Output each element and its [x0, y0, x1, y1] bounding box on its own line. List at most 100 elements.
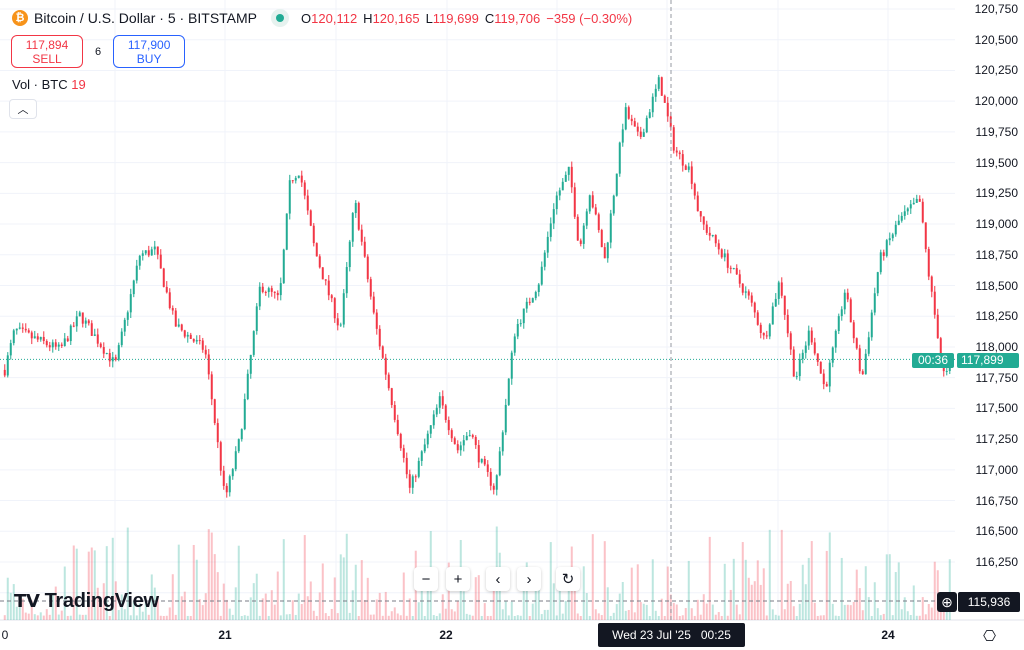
volume-bar [63, 566, 66, 620]
volume-bar [54, 586, 57, 620]
candle-body [78, 312, 81, 317]
candle-body [213, 399, 216, 424]
market-status-icon[interactable] [271, 9, 290, 27]
candle-body [828, 362, 831, 387]
volume-bar [168, 607, 171, 620]
open-value: O120,112 [301, 10, 358, 26]
candle-body [66, 338, 69, 342]
candle-body [183, 330, 186, 337]
volume-bar [579, 615, 582, 620]
volume-bar [51, 592, 54, 620]
volume-bar [210, 532, 213, 620]
symbol-title[interactable]: Bitcoin / U.S. Dollar · 5 · BITSTAMP [34, 10, 258, 26]
candle-body [567, 166, 570, 175]
candle-body [210, 374, 213, 400]
candle-body [216, 423, 219, 443]
candle-body [204, 349, 207, 355]
volume-bar [396, 613, 399, 620]
volume-bar [747, 577, 750, 620]
volume-bar [78, 614, 81, 620]
chevron-right-icon: › [526, 570, 532, 588]
settings-icon[interactable]: ⎔ [983, 628, 997, 645]
volume-bar [678, 615, 681, 620]
zoom-out-button[interactable]: − [414, 567, 438, 591]
candle-body [15, 328, 18, 331]
candle-body [342, 293, 345, 325]
tradingview-logo[interactable]: 𝗧𝗩 TradingView [14, 590, 159, 612]
scroll-left-button[interactable]: ‹ [486, 567, 510, 591]
volume-bar [69, 615, 72, 620]
price-tick: 116,250 [975, 555, 1019, 569]
volume-bar [714, 614, 717, 620]
volume-bar [813, 602, 816, 620]
volume-bar [240, 615, 243, 620]
price-tick: 117,750 [975, 370, 1019, 385]
candle-body [474, 437, 477, 446]
volume-bar [345, 533, 348, 620]
volume-bar [741, 542, 744, 620]
zoom-in-button[interactable]: + [446, 567, 470, 591]
candle-body [321, 267, 324, 280]
volume-bar [555, 615, 558, 620]
candle-body [429, 425, 432, 434]
volume-bar [426, 586, 429, 620]
candle-body [786, 314, 789, 334]
reset-chart-button[interactable]: ↻ [556, 567, 580, 591]
candle-body [456, 444, 459, 451]
add-alert-button[interactable]: ⊕ [937, 592, 957, 612]
candle-body [570, 166, 573, 188]
volume-bar [327, 615, 330, 620]
candle-body [546, 236, 549, 253]
time-tick: 22 [439, 628, 453, 642]
candle-body [504, 404, 507, 433]
price-tick: 117,500 [975, 401, 1019, 416]
volume-bar [102, 583, 105, 620]
volume-bar [825, 550, 828, 620]
volume-bar [216, 572, 219, 620]
volume-bar [363, 599, 366, 620]
candle-body [168, 292, 171, 309]
candle-body [261, 286, 264, 292]
candle-body [900, 215, 903, 221]
candle-body [354, 202, 357, 214]
volume-bar [177, 544, 180, 620]
sell-button[interactable]: 117,894 SELL [11, 35, 83, 68]
candle-body [798, 359, 801, 377]
candle-body [726, 253, 729, 268]
volume-bar [531, 603, 534, 620]
candle-body [879, 252, 882, 273]
volume-bar [342, 557, 345, 620]
price-tick: 120,500 [974, 32, 1018, 47]
volume-bar [144, 601, 147, 620]
volume-bar [507, 615, 510, 620]
volume-bar [336, 613, 339, 620]
candle-body [255, 306, 258, 332]
volume-bar [435, 615, 438, 620]
candle-body [273, 291, 276, 293]
buy-button[interactable]: 117,900 BUY [113, 35, 186, 68]
candle-body [75, 316, 78, 327]
candle-body [528, 301, 531, 303]
candle-body [276, 292, 279, 296]
candle-body [906, 208, 909, 212]
volume-bar [411, 615, 414, 620]
candle-body [33, 336, 36, 339]
volume-bar [648, 615, 651, 620]
volume-bar [864, 566, 867, 620]
scroll-right-button[interactable]: › [517, 567, 541, 591]
volume-bar [213, 554, 216, 620]
candle-body [417, 460, 420, 477]
candle-body [921, 201, 924, 223]
price-tick: 118,750 [975, 247, 1019, 262]
volume-bar [789, 580, 792, 620]
collapse-legend-button[interactable]: ︿ [9, 99, 37, 119]
volume-bar [846, 604, 849, 620]
candle-body [588, 195, 591, 212]
candle-body [591, 195, 594, 208]
candle-body [180, 324, 183, 331]
volume-bar [42, 615, 45, 620]
tradingview-logo-icon: 𝗧𝗩 [14, 591, 40, 611]
volume-bar [519, 615, 522, 620]
volume-bar [468, 614, 471, 620]
